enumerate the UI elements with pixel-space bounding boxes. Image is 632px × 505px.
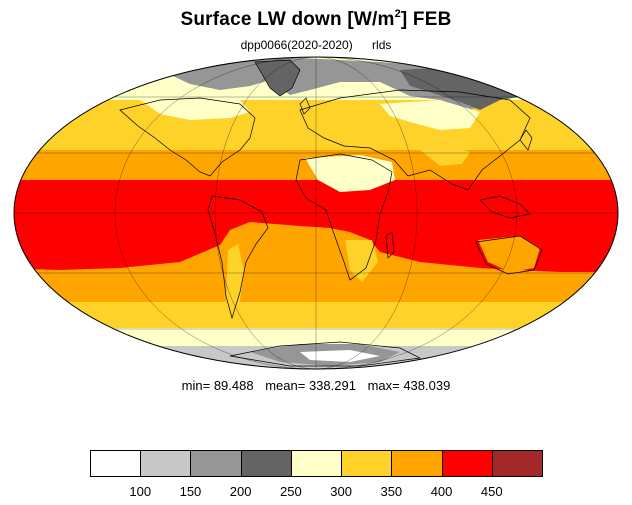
map-border — [13, 56, 619, 370]
coastlines — [119, 59, 543, 367]
stat-max: max= 438.039 — [367, 378, 451, 393]
colorbar-box — [290, 450, 343, 477]
indonesia-coast — [479, 195, 531, 219]
japan-coast — [519, 129, 533, 151]
colorbar-box — [341, 450, 393, 477]
graticule — [14, 57, 618, 369]
asia-cool — [380, 100, 480, 130]
run-label: dpp0066(2020-2020) — [240, 38, 353, 52]
uk-coast — [299, 97, 311, 115]
stat-min: min= 89.488 — [181, 378, 254, 393]
colorbar-tick-label: 100 — [129, 484, 152, 499]
world-map — [13, 56, 619, 370]
colorbar-tick-label: 350 — [380, 484, 403, 499]
colorbar-box — [491, 450, 543, 477]
colorbar-box — [441, 450, 493, 477]
colorbar-tick-label: 300 — [330, 484, 352, 499]
lon-60 — [214, 57, 418, 369]
andes-cool — [226, 244, 244, 318]
colorbar-box — [90, 450, 142, 477]
antarctica-core — [300, 350, 380, 362]
africa-coast — [295, 153, 393, 281]
colorbar-box — [190, 450, 242, 477]
eurasia-coast — [299, 89, 531, 191]
colorbar-tick-label: 200 — [229, 484, 252, 499]
madagascar-coast — [385, 231, 395, 259]
variable-label: rlds — [372, 38, 392, 52]
lon-120 — [114, 57, 518, 369]
statistics-line: min= 89.488 mean= 338.291 max= 438.039 — [0, 378, 632, 393]
colorbar-tick-label: 450 — [480, 484, 503, 499]
canada-cold — [140, 96, 250, 120]
data-field — [14, 57, 618, 369]
colorbar-box — [240, 450, 292, 477]
colorbar-box — [140, 450, 192, 477]
colorbar-tick-label: 250 — [280, 484, 302, 499]
antarctica-coast — [229, 341, 422, 367]
australia — [478, 236, 540, 272]
north-america-coast — [119, 97, 256, 177]
greenland — [255, 60, 300, 96]
stat-mean: mean= 338.291 — [265, 378, 356, 393]
map-title: Surface LW down [W/m2] FEB — [180, 8, 452, 30]
sahara — [305, 155, 395, 192]
colorbar-tick-label: 400 — [430, 484, 453, 499]
south-america-coast — [207, 195, 269, 320]
tropics-south-edge — [14, 222, 618, 272]
colorbar-tick-label: 150 — [179, 484, 202, 499]
colorbar-box — [391, 450, 443, 477]
southern-africa — [345, 240, 378, 282]
tibet — [420, 146, 470, 166]
australia-coast — [475, 235, 543, 275]
map-subtitle: dpp0066(2020-2020) rlds — [0, 38, 632, 52]
colorbar — [90, 450, 543, 477]
